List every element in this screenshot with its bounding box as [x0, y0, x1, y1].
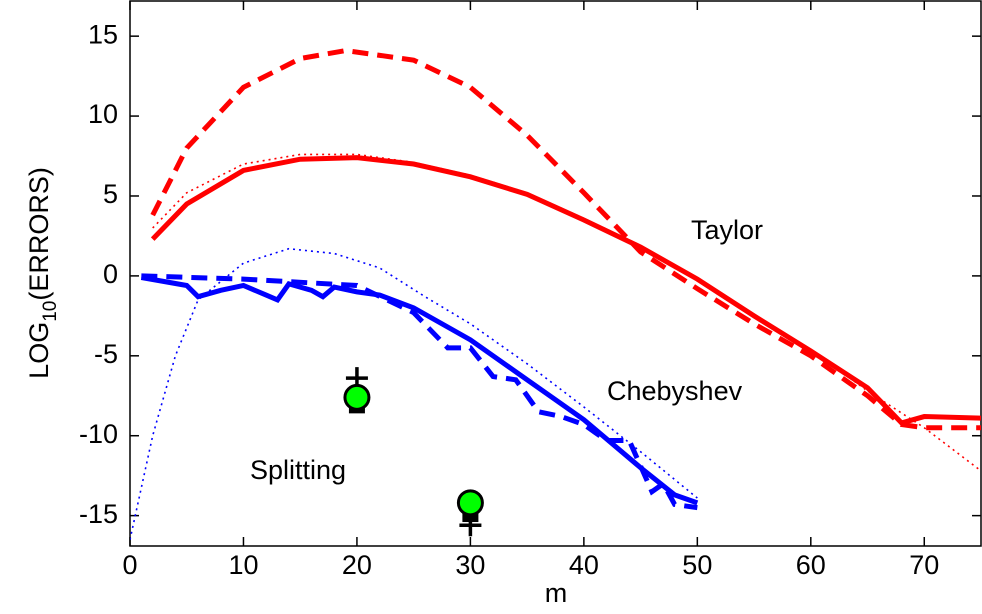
- series-line: [152, 153, 981, 472]
- plot-frame: [129, 0, 982, 547]
- y-tick-label: -5: [94, 339, 118, 369]
- x-tick-label: 50: [682, 550, 712, 580]
- y-label-sub: 10: [40, 301, 61, 322]
- marker-circle: [343, 383, 371, 411]
- annotation: Splitting: [250, 455, 346, 485]
- y-tick-label: 0: [103, 259, 118, 289]
- marker-circle: [456, 489, 484, 517]
- y-tick-label: 15: [88, 19, 118, 49]
- series-line: [150, 48, 981, 431]
- series-line: [130, 247, 698, 540]
- series-line: [141, 273, 698, 511]
- x-axis-label: m: [545, 578, 568, 608]
- x-tick-label: 10: [228, 550, 258, 580]
- x-tick-label: 0: [122, 550, 137, 580]
- series-line: [140, 275, 699, 506]
- annotation: Taylor: [691, 215, 763, 245]
- x-tick-label: 40: [569, 550, 599, 580]
- y-axis-label: LOG10(ERRORS): [24, 167, 61, 379]
- x-tick-label: 70: [909, 550, 939, 580]
- x-tick-label: 20: [342, 550, 372, 580]
- y-label-part: LOG: [24, 322, 54, 379]
- y-tick-label: -15: [79, 499, 118, 529]
- y-tick-label: 10: [88, 99, 118, 129]
- series-line: [150, 155, 981, 426]
- y-tick-label: 5: [103, 179, 118, 209]
- x-tick-label: 60: [796, 550, 826, 580]
- x-tick-label: 30: [455, 550, 485, 580]
- y-label-part: (ERRORS): [24, 167, 54, 301]
- annotation: Chebyshev: [607, 376, 743, 406]
- y-tick-label: -10: [79, 419, 118, 449]
